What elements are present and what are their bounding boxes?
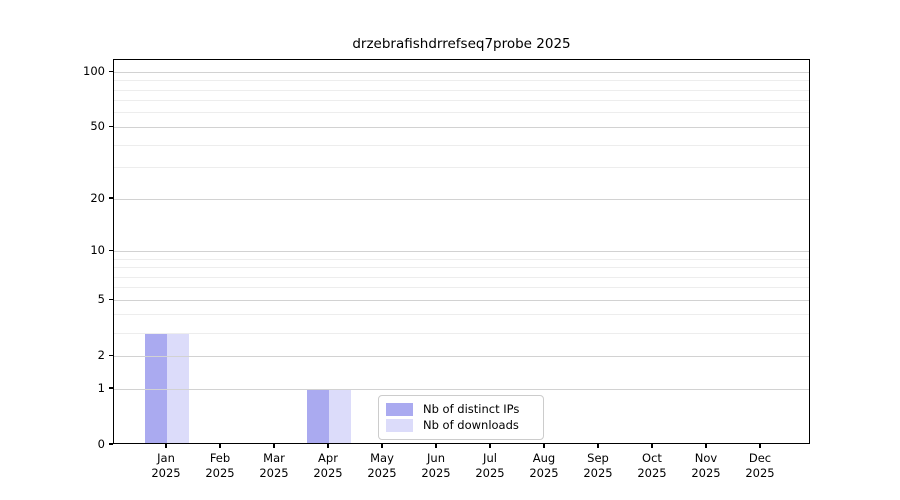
gridline-minor-7 [114, 276, 809, 278]
xtick-label-aug: Aug 2025 [529, 451, 559, 480]
ytick-label-0: 0 [97, 437, 105, 451]
xtick-mark-apr [327, 444, 329, 448]
xtick-mark-mar [273, 444, 275, 448]
ytick-label-2: 2 [97, 348, 105, 363]
ytick-label-5: 5 [97, 292, 105, 307]
xtick-label-may: May 2025 [367, 451, 397, 480]
xtick-label-oct: Oct 2025 [637, 451, 667, 480]
ytick-mark-0 [109, 443, 113, 445]
ytick-mark-10 [109, 249, 113, 251]
legend-row-downloads: Nb of downloads [386, 417, 534, 433]
xtick-mark-dec [759, 444, 761, 448]
gridline-major-5 [114, 299, 809, 301]
xtick-label-apr: Apr 2025 [313, 451, 343, 480]
gridline-minor-6 [114, 287, 809, 289]
legend-swatch-distinct-ips [386, 402, 413, 416]
xtick-mark-oct [651, 444, 653, 448]
ytick-mark-50 [109, 125, 113, 127]
xtick-mark-may [381, 444, 383, 448]
ytick-mark-5 [109, 298, 113, 300]
gridline-minor-30 [114, 167, 809, 169]
xtick-mark-sep [597, 444, 599, 448]
ytick-mark-100 [109, 70, 113, 72]
xtick-label-sep: Sep 2025 [583, 451, 613, 480]
xtick-label-nov: Nov 2025 [691, 451, 721, 480]
ytick-mark-1 [109, 387, 113, 389]
bar-apr-distinct-ips [307, 389, 329, 443]
bar-apr-downloads [329, 389, 351, 443]
chart-title: drzebrafishdrrefseq7probe 2025 [352, 36, 571, 52]
ytick-label-1: 1 [97, 381, 105, 395]
legend-label-downloads: Nb of downloads [423, 418, 519, 432]
plot-area [113, 59, 810, 444]
ytick-label-20: 20 [90, 191, 105, 206]
xtick-mark-jul [489, 444, 491, 448]
xtick-label-jul: Jul 2025 [475, 451, 505, 480]
ytick-mark-20 [109, 197, 113, 199]
xtick-label-feb: Feb 2025 [205, 451, 235, 480]
gridline-minor-70 [114, 100, 809, 102]
gridline-minor-4 [114, 314, 809, 316]
xtick-label-dec: Dec 2025 [745, 451, 775, 480]
xtick-mark-feb [219, 444, 221, 448]
xtick-mark-nov [705, 444, 707, 448]
gridline-major-50 [114, 126, 809, 128]
xtick-mark-jun [435, 444, 437, 448]
legend-label-distinct-ips: Nb of distinct IPs [423, 402, 520, 416]
bar-jan-distinct-ips [145, 333, 167, 443]
gridline-major-2 [114, 355, 809, 357]
gridline-minor-80 [114, 89, 809, 91]
xtick-label-mar: Mar 2025 [259, 451, 289, 480]
legend-swatch-downloads [386, 418, 413, 432]
gridline-minor-3 [114, 332, 809, 334]
gridline-minor-90 [114, 80, 809, 82]
gridline-major-20 [114, 198, 809, 200]
legend-row-distinct-ips: Nb of distinct IPs [386, 401, 534, 417]
gridline-minor-8 [114, 267, 809, 268]
gridline-minor-9 [114, 258, 809, 260]
gridline-major-10 [114, 250, 809, 252]
legend: Nb of distinct IPs Nb of downloads [378, 395, 544, 440]
gridline-major-100 [114, 71, 809, 73]
ytick-mark-2 [109, 354, 113, 356]
gridline-minor-60 [114, 112, 809, 114]
ytick-label-10: 10 [90, 243, 105, 258]
xtick-label-jan: Jan 2025 [151, 451, 181, 480]
xtick-label-jun: Jun 2025 [421, 451, 451, 480]
ytick-label-50: 50 [90, 119, 105, 134]
gridline-major-1 [114, 388, 809, 390]
bar-jan-downloads [167, 333, 189, 443]
xtick-mark-aug [543, 444, 545, 448]
gridline-minor-40 [114, 144, 809, 146]
xtick-mark-jan [165, 444, 167, 448]
ytick-label-100: 100 [83, 64, 105, 79]
